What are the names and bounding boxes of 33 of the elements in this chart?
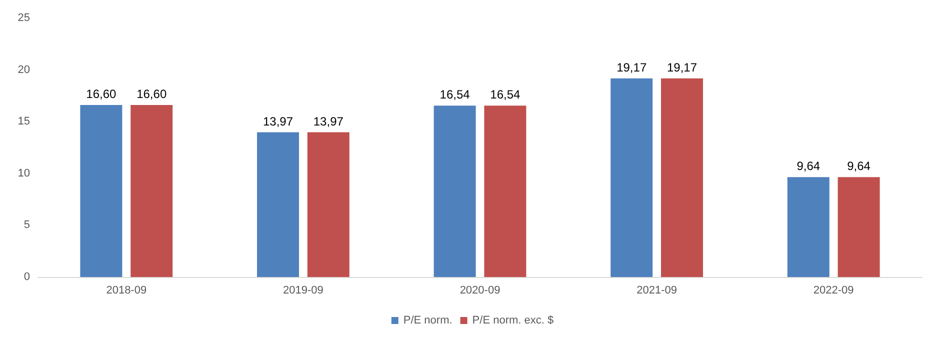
x-tick-label: 2020-09: [460, 284, 500, 296]
data-label: 13,97: [262, 114, 294, 128]
bar: [484, 106, 526, 277]
y-tick-label: 25: [18, 12, 30, 24]
bar: [434, 106, 476, 277]
bar: [787, 177, 830, 277]
bar: [130, 105, 173, 277]
x-tick-label: 2018-09: [106, 284, 147, 296]
data-label: 19,17: [666, 60, 698, 74]
data-label: 16,60: [86, 87, 117, 102]
data-label: 13,97: [313, 114, 344, 128]
y-tick-label: 15: [18, 116, 30, 128]
data-label: 9,64: [796, 159, 820, 174]
legend-label: P/E norm.: [403, 314, 452, 326]
data-label: 9,64: [847, 159, 871, 174]
y-tick-label: 20: [18, 64, 30, 76]
y-tick-label: 10: [18, 167, 30, 180]
bar: [661, 78, 703, 277]
bar: [610, 78, 653, 277]
x-tick-label: 2022-09: [813, 284, 854, 296]
data-label: 16,54: [490, 88, 521, 102]
legend-label: P/E norm. exc. $: [472, 314, 554, 326]
bar: [838, 177, 880, 277]
data-label: 16,54: [440, 88, 470, 102]
y-tick-label: 5: [24, 219, 30, 232]
bar: [307, 132, 350, 277]
bar: [257, 132, 299, 277]
x-tick-label: 2019-09: [283, 284, 324, 296]
y-tick-label: 0: [24, 271, 30, 283]
data-label: 19,17: [616, 60, 647, 74]
data-label: 16,60: [136, 87, 167, 102]
bar: [80, 105, 122, 277]
x-tick-label: 2021-09: [636, 284, 677, 296]
